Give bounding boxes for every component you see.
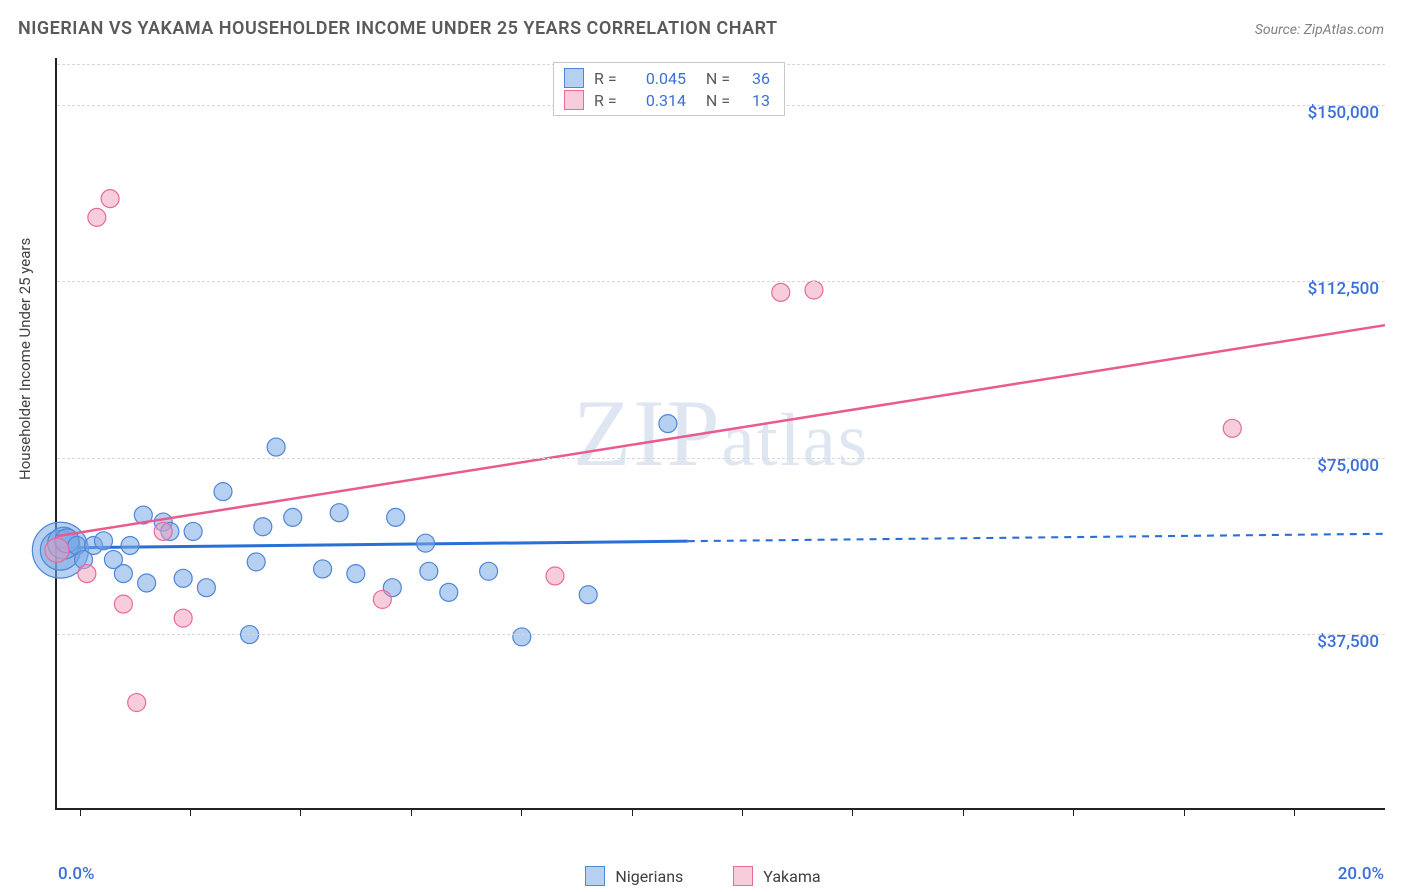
data-point-yakama — [78, 565, 96, 583]
y-axis-label: Householder Income Under 25 years — [16, 238, 34, 480]
trend-line-yakama — [57, 325, 1385, 536]
data-point-nigerians — [314, 560, 332, 578]
data-point-nigerians — [330, 504, 348, 522]
data-point-yakama — [772, 283, 790, 301]
x-tick — [1184, 808, 1185, 816]
data-point-yakama — [114, 595, 132, 613]
data-point-nigerians — [247, 553, 265, 571]
data-point-nigerians — [121, 537, 139, 555]
data-point-yakama — [546, 567, 564, 585]
data-point-nigerians — [347, 565, 365, 583]
data-point-nigerians — [214, 483, 232, 501]
data-point-nigerians — [267, 438, 285, 456]
x-tick — [411, 808, 412, 816]
data-point-yakama — [154, 522, 172, 540]
r-value-nigerians: 0.045 — [630, 69, 686, 88]
r-label: R = — [594, 69, 620, 88]
legend-item-yakama: Yakama — [733, 866, 820, 886]
legend-label-nigerians: Nigerians — [615, 867, 683, 886]
x-tick — [742, 808, 743, 816]
legend-correlation: R = 0.045 N = 36 R = 0.314 N = 13 — [553, 62, 785, 116]
swatch-nigerians-top — [564, 68, 584, 88]
y-tick-label: $150,000 — [1308, 103, 1379, 123]
x-tick — [80, 808, 81, 816]
legend-label-yakama: Yakama — [763, 867, 820, 886]
data-point-nigerians — [184, 522, 202, 540]
swatch-yakama — [733, 866, 753, 886]
data-point-nigerians — [254, 518, 272, 536]
y-tick-label: $37,500 — [1317, 632, 1379, 652]
legend-row-nigerians: R = 0.045 N = 36 — [564, 68, 770, 88]
trend-line-ext-nigerians — [688, 534, 1385, 541]
y-tick-label: $112,500 — [1308, 279, 1379, 299]
data-point-nigerians — [284, 508, 302, 526]
y-tick-label: $75,000 — [1317, 456, 1379, 476]
n-label: N = — [696, 69, 730, 88]
gridline — [57, 634, 1385, 635]
data-point-yakama — [373, 590, 391, 608]
data-point-nigerians — [174, 569, 192, 587]
data-point-yakama — [45, 538, 69, 562]
legend-row-yakama: R = 0.314 N = 13 — [564, 90, 770, 110]
n-value-nigerians: 36 — [740, 69, 770, 88]
data-point-nigerians — [138, 574, 156, 592]
data-point-nigerians — [513, 628, 531, 646]
data-point-nigerians — [114, 565, 132, 583]
trend-line-nigerians — [57, 541, 688, 548]
x-tick — [521, 808, 522, 816]
x-tick — [190, 808, 191, 816]
legend-item-nigerians: Nigerians — [585, 866, 683, 886]
chart-title: NIGERIAN VS YAKAMA HOUSEHOLDER INCOME UN… — [18, 18, 778, 39]
data-point-yakama — [1223, 419, 1241, 437]
data-point-nigerians — [197, 579, 215, 597]
legend-bottom: Nigerians Yakama — [0, 866, 1406, 886]
data-point-yakama — [88, 208, 106, 226]
x-tick — [852, 808, 853, 816]
source-attribution: Source: ZipAtlas.com — [1255, 22, 1384, 38]
data-point-nigerians — [440, 583, 458, 601]
gridline — [57, 281, 1385, 282]
data-point-nigerians — [420, 562, 438, 580]
data-point-nigerians — [659, 415, 677, 433]
x-tick — [300, 808, 301, 816]
n-label: N = — [696, 91, 730, 110]
data-point-nigerians — [387, 508, 405, 526]
x-tick — [963, 808, 964, 816]
data-point-nigerians — [480, 562, 498, 580]
data-point-yakama — [805, 281, 823, 299]
data-point-yakama — [174, 609, 192, 627]
data-point-yakama — [128, 694, 146, 712]
swatch-yakama-top — [564, 90, 584, 110]
r-label: R = — [594, 91, 620, 110]
x-tick — [632, 808, 633, 816]
data-point-nigerians — [579, 586, 597, 604]
data-point-yakama — [101, 190, 119, 208]
x-tick — [1294, 808, 1295, 816]
data-point-nigerians — [417, 534, 435, 552]
swatch-nigerians — [585, 866, 605, 886]
plot-area: ZIPatlas $37,500$75,000$112,500$150,000 — [55, 58, 1385, 810]
gridline — [57, 458, 1385, 459]
chart-svg — [57, 58, 1385, 808]
x-tick — [1073, 808, 1074, 816]
n-value-yakama: 13 — [740, 91, 770, 110]
r-value-yakama: 0.314 — [630, 91, 686, 110]
data-point-nigerians — [94, 532, 112, 550]
